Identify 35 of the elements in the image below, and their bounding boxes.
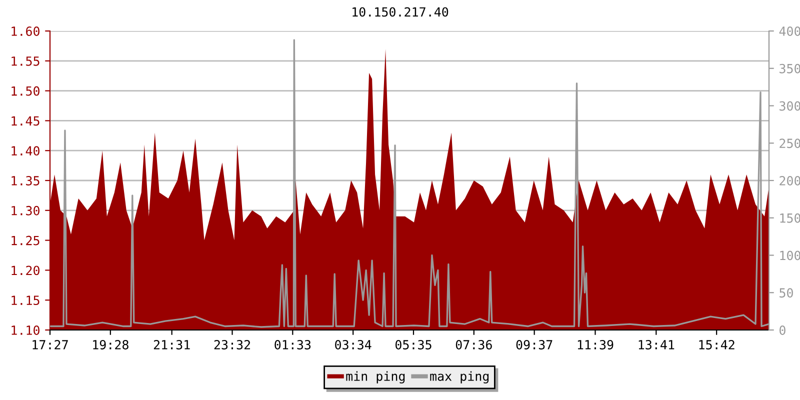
x-tick-label: 17:27 <box>32 340 68 350</box>
y2-tick-label: 0 <box>780 326 786 335</box>
legend-label: max ping <box>430 371 489 384</box>
y2-tick-label: 200 <box>780 176 800 186</box>
y-tick-label: 1.20 <box>12 266 40 276</box>
y2-tick-label: 300 <box>780 101 800 111</box>
x-tick-label: 01:33 <box>274 340 311 350</box>
x-tick-label: 05:35 <box>395 340 432 350</box>
y2-tick-label: 400 <box>779 26 800 36</box>
y2-tick-label: 50 <box>780 288 793 298</box>
x-tick-label: 03:34 <box>335 340 372 350</box>
y-tick-label: 1.25 <box>12 236 40 246</box>
y2-tick-label: 100 <box>780 250 800 260</box>
x-tick-label: 07:36 <box>456 340 492 350</box>
chart-title: 10.150.217.40 <box>352 7 448 17</box>
x-tick-label: 09:37 <box>516 340 552 350</box>
x-tick-label: 11:39 <box>578 340 614 350</box>
legend-label: min ping <box>346 371 405 384</box>
x-tick-label: 13:41 <box>638 340 674 350</box>
x-tick-label: 19:28 <box>93 340 128 350</box>
x-tick-label: 15:42 <box>699 340 734 350</box>
y-tick-label: 1.55 <box>12 56 40 66</box>
y2-tick-label: 350 <box>780 64 800 74</box>
y2-tick-label: 250 <box>780 138 800 148</box>
y-tick-label: 1.30 <box>12 206 40 216</box>
x-tick-label: 23:32 <box>214 340 250 350</box>
y-tick-label: 1.45 <box>12 116 40 126</box>
y-tick-label: 1.60 <box>12 26 40 36</box>
y-tick-label: 1.10 <box>12 326 40 335</box>
x-tick-label: 21:31 <box>154 340 190 350</box>
y-tick-label: 1.15 <box>12 296 40 306</box>
y-tick-label: 1.50 <box>12 86 40 96</box>
y2-tick-label: 150 <box>780 213 800 223</box>
y-tick-label: 1.40 <box>12 146 40 156</box>
y-tick-label: 1.35 <box>12 176 40 186</box>
